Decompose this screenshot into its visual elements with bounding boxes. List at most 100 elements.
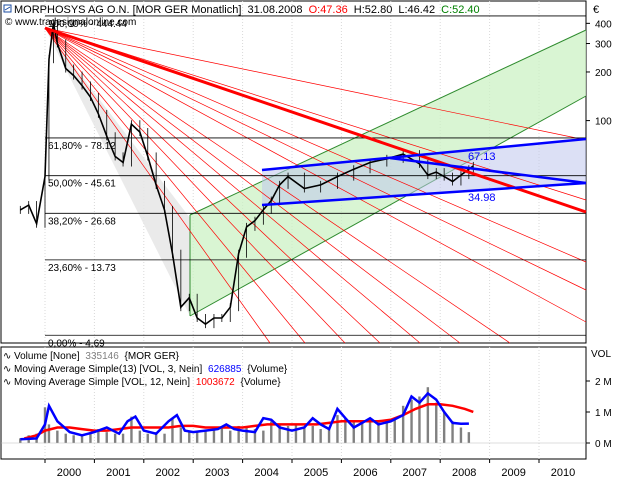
volume-bar-40 <box>344 418 347 443</box>
x-tick-label-2006: 2006 <box>353 467 377 479</box>
legend-ma-slow: ∿ Moving Average Simple [VOL, 12, Nein] … <box>3 377 281 388</box>
fib-levels-layer: 100,00% - 444.44 61,80% - 78.12 50,00% - 4… <box>45 15 586 349</box>
volume-bar-8 <box>80 435 84 443</box>
volume-bar-12 <box>113 433 117 443</box>
volume-bar-34 <box>294 424 298 443</box>
legend-ma-fast-label: Moving Average Simple(13) [VOL, 3, Nein] <box>14 364 202 375</box>
volume-bar-22 <box>195 432 199 443</box>
volume-bar-43 <box>368 419 372 443</box>
quote-open: O:47.36 <box>309 4 348 16</box>
x-tick-label-2001: 2001 <box>106 467 130 479</box>
quote-low: L:46.42 <box>398 4 435 16</box>
x-tick-label-2010: 2010 <box>551 467 575 479</box>
volume-bar-24 <box>212 429 216 443</box>
fib-label-0: 100,00% - 444.44 <box>48 19 127 30</box>
volume-bar-41 <box>352 421 355 443</box>
legend-volume-suffix: {MOR GER} <box>125 351 180 362</box>
volume-bar-13 <box>121 433 125 443</box>
x-tick-label-2002: 2002 <box>156 467 180 479</box>
fan-line-11 <box>44 27 306 344</box>
header: MORPHOSYS AG O.N. [MOR GER Monatlich] 31… <box>3 4 599 28</box>
volume-bar-44 <box>377 421 380 443</box>
instrument-icon-line <box>4 6 11 11</box>
volume-bar-16 <box>146 433 149 443</box>
volume-bar-17 <box>154 432 158 443</box>
watermark: © www.tradesignalonline.com <box>5 17 136 28</box>
volume-bar-23 <box>204 430 207 443</box>
volume-bar-38 <box>327 427 331 443</box>
quote-date: 31.08.2008 <box>247 4 302 16</box>
y-tick-label-300: 300 <box>595 40 612 51</box>
green-channel-lower <box>189 95 587 317</box>
volume-bar-21 <box>188 430 191 443</box>
marker-lower: 34.98 <box>468 192 496 204</box>
vol-tick-label-0 M: 0 M <box>595 439 612 450</box>
x-tick-label-2008: 2008 <box>452 467 476 479</box>
svg-text:Moving Average Simple [VOL, 12: Moving Average Simple [VOL, 12, Nein] 10… <box>14 377 281 388</box>
volume-bar-39 <box>336 415 339 443</box>
legend-ma-fast-value: 626885 <box>208 364 242 375</box>
volume-bar-45 <box>385 422 389 443</box>
volume-bar-11 <box>105 432 108 443</box>
volume-bar-37 <box>319 429 322 443</box>
currency-symbol: € <box>593 4 599 16</box>
vol-tick-label-1 M: 1 M <box>595 408 612 419</box>
price-series <box>19 23 474 326</box>
volume-bar-28 <box>245 427 248 443</box>
fib-label-3: 38,20% - 26.68 <box>48 216 116 227</box>
marker-upper: 67.13 <box>468 151 496 163</box>
volume-bar-25 <box>220 427 224 443</box>
volume-bar-49 <box>418 396 421 443</box>
volume-bar-52 <box>442 412 446 443</box>
vol-tick-label-2 M: 2 M <box>595 377 612 388</box>
volume-bar-35 <box>303 427 306 443</box>
volume-bar-50 <box>426 387 430 443</box>
volume-bar-6 <box>64 433 67 443</box>
fan-line-5 <box>44 27 587 323</box>
legend-ma-fast-suffix: {Volume} <box>247 364 288 375</box>
volume-bar-53 <box>451 421 454 443</box>
x-tick-label-2009: 2009 <box>501 467 525 479</box>
volume-bar-51 <box>435 402 438 443</box>
fan-line-3 <box>44 27 587 263</box>
volume-bar-15 <box>138 430 142 443</box>
svg-text:Moving Average Simple(13) [VOL: Moving Average Simple(13) [VOL, 3, Nein]… <box>14 364 288 375</box>
gray-wedge <box>45 28 190 316</box>
volume-bar-31 <box>270 421 273 443</box>
volume-bar-9 <box>89 433 92 443</box>
x-tick-label-2004: 2004 <box>254 467 278 479</box>
volume-bar-0 <box>19 438 22 443</box>
volume-bar-55 <box>467 432 471 443</box>
y-tick-label-400: 400 <box>595 19 612 30</box>
legend-volume-icon: ∿ <box>3 351 11 362</box>
volume-bar-32 <box>278 424 281 443</box>
x-tick-label-2000: 2000 <box>57 467 81 479</box>
legend-ma-fast: ∿ Moving Average Simple(13) [VOL, 3, Nei… <box>3 364 288 375</box>
volume-bar-10 <box>97 429 100 443</box>
fan-line-9 <box>44 27 381 344</box>
blue-channel-cross <box>389 156 587 185</box>
y-tick-label-100: 100 <box>595 117 612 128</box>
green-channel-upper <box>189 29 587 216</box>
fan-line-6 <box>44 27 511 344</box>
instrument-title: MORPHOSYS AG O.N. [MOR GER Monatlich] <box>14 4 241 16</box>
legend-ma-slow-value: 1003672 <box>196 377 235 388</box>
x-tick-label-2003: 2003 <box>205 467 229 479</box>
fan-line-1 <box>44 27 587 141</box>
legend-volume: ∿ Volume [None] 335146 {MOR GER} <box>3 351 180 362</box>
fan-line-4 <box>44 27 587 291</box>
volume-bar-5 <box>56 430 59 443</box>
volume-bar-29 <box>253 429 257 443</box>
volume-legend: ∿ Volume [None] 335146 {MOR GER} ∿ Movin… <box>3 351 288 388</box>
blue-channel-upper <box>261 137 587 172</box>
volume-bar-54 <box>459 427 463 443</box>
legend-ma-slow-icon: ∿ <box>3 377 11 388</box>
blue-channel-lower <box>261 181 587 207</box>
fib-label-4: 23,60% - 13.73 <box>48 263 116 274</box>
volume-bar-26 <box>229 430 232 443</box>
trend-lines-layer: 67.13 34.98 <box>44 26 587 214</box>
volume-bar-20 <box>179 427 183 443</box>
volume-bar-42 <box>360 422 364 443</box>
